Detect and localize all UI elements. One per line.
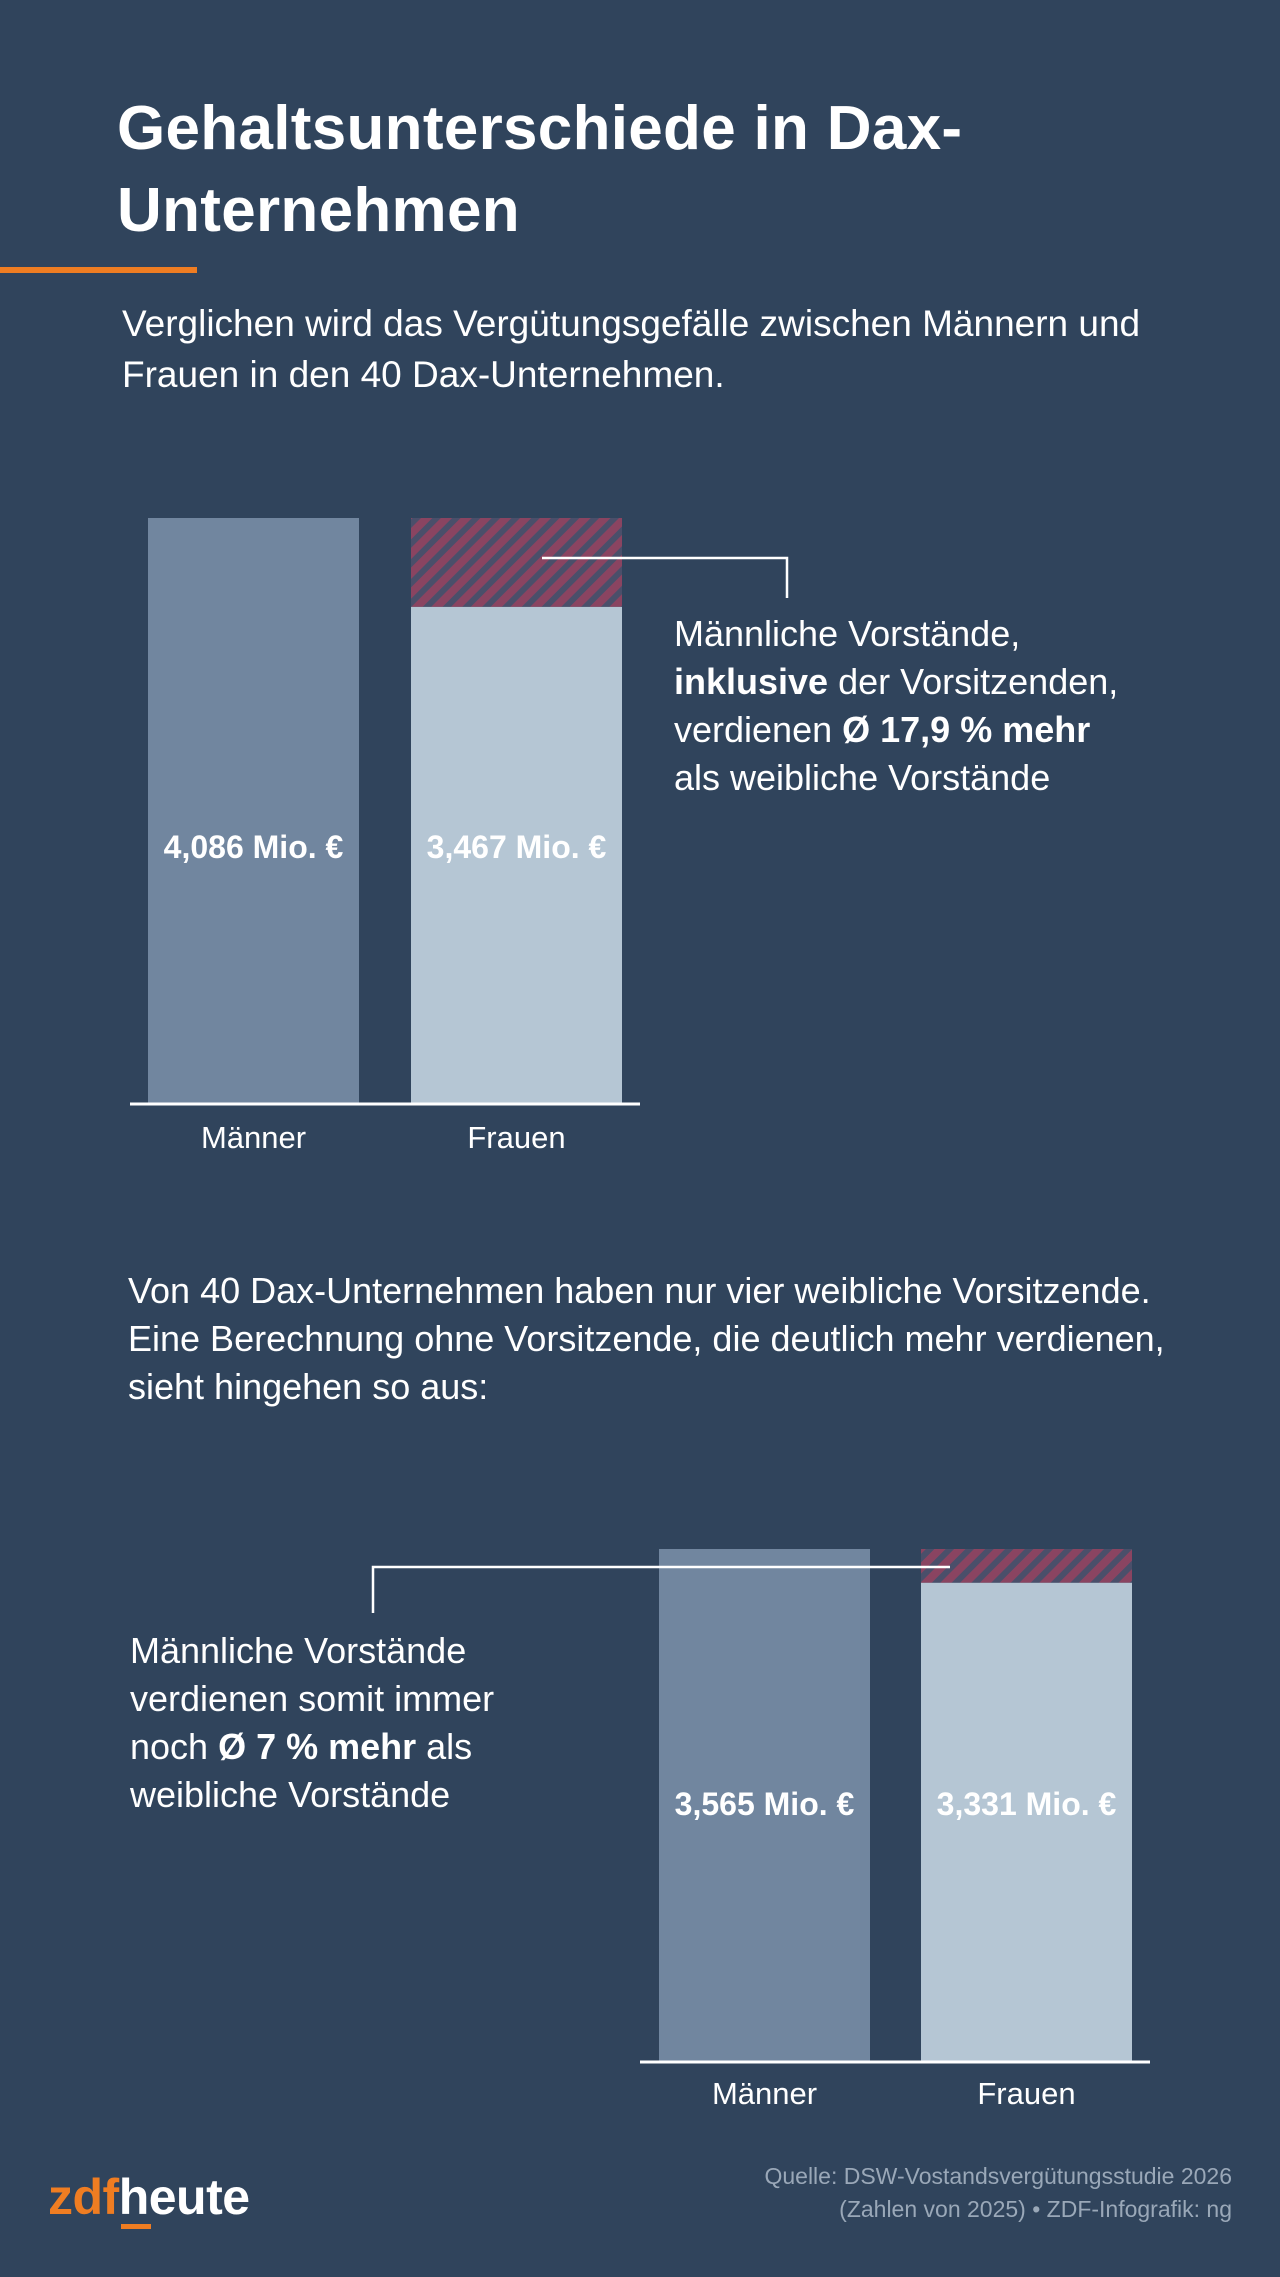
chart1-category-label-maenner: Männer	[201, 1120, 306, 1155]
chart2-annotation-leader	[371, 1565, 950, 1613]
source-line1: Quelle: DSW-Vostandsvergütungsstudie 202…	[764, 2163, 1232, 2189]
source-credit: Quelle: DSW-Vostandsvergütungsstudie 202…	[532, 2160, 1232, 2226]
annotation1-percentage: Ø 17,9 % mehr	[842, 709, 1091, 750]
annotation2-line4: weibliche Vorstände	[130, 1774, 451, 1815]
section2-text: Von 40 Dax-Unternehmen haben nur vier we…	[128, 1270, 1165, 1407]
annotation1-line1: Männliche Vorstände,	[674, 613, 1021, 654]
chart1-category-label-frauen: Frauen	[467, 1120, 565, 1155]
chart-without-chairs: 3,565 Mio. € Männer 3,331 Mio. € Frauen	[371, 1549, 1150, 2111]
chart1-value-label-maenner: 4,086 Mio. €	[164, 829, 344, 865]
annotation2-percentage: Ø 7 % mehr	[218, 1726, 417, 1767]
zdfheute-logo: zdfheute	[48, 2168, 250, 2229]
chart1-bar-frauen	[411, 606, 622, 1104]
chart2-category-label-frauen: Frauen	[977, 2076, 1075, 2111]
chart1-bar-maenner	[148, 518, 359, 1104]
chart1-gap-hatch	[411, 518, 622, 607]
annotation2-line3-pre: noch	[130, 1726, 219, 1767]
annotation2-line2: verdienen somit immer	[130, 1678, 495, 1719]
logo-heute: heute	[118, 2169, 250, 2225]
chart2-category-label-maenner: Männer	[712, 2076, 817, 2111]
intro-text: Verglichen wird das Vergütungsgefälle zw…	[122, 303, 1141, 395]
annotation1-line3-pre: verdienen	[674, 709, 843, 750]
annotation-without-chairs: Männliche Vorstände verdienen somit imme…	[130, 1627, 610, 1819]
annotation2-line3-post: als	[416, 1726, 473, 1767]
page-title: Gehaltsunterschiede in Dax-Unternehmen	[117, 94, 963, 245]
annotation1-bold-inklusive: inklusive	[674, 661, 829, 702]
chart1-value-label-frauen: 3,467 Mio. €	[427, 829, 607, 865]
annotation-with-chairs: Männliche Vorstände, inklusive der Vorsi…	[674, 610, 1234, 802]
chart2-value-label-maenner: 3,565 Mio. €	[675, 1786, 855, 1822]
chart2-bar-frauen	[921, 1582, 1132, 2062]
annotation2-line1: Männliche Vorstände	[130, 1630, 467, 1671]
chart2-value-label-frauen: 3,331 Mio. €	[937, 1786, 1117, 1822]
chart2-gap-hatch	[921, 1549, 1132, 1583]
logo-underline	[120, 2224, 151, 2229]
chart2-bar-maenner	[659, 1549, 870, 2062]
annotation1-line2-rest: der Vorsitzenden,	[828, 661, 1119, 702]
logo-zdf: zdf	[48, 2169, 119, 2225]
chart1-annotation-leader	[542, 556, 789, 598]
source-line2: (Zahlen von 2025) • ZDF-Infografik: ng	[839, 2196, 1232, 2222]
annotation1-line4: als weibliche Vorstände	[674, 757, 1051, 798]
chart-with-chairs: 4,086 Mio. € Männer 3,467 Mio. € Frauen	[130, 518, 789, 1155]
accent-divider	[0, 267, 197, 273]
